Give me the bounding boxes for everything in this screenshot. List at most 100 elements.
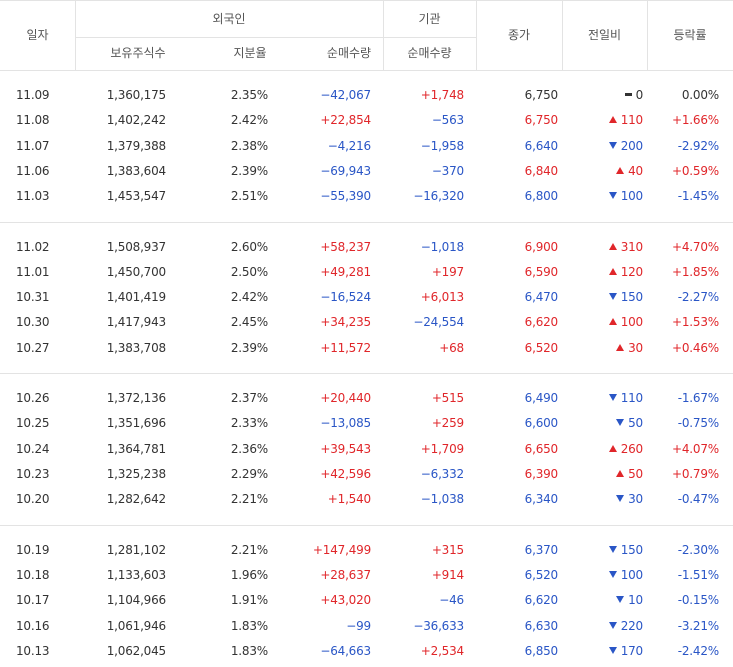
close-cell: 6,390 bbox=[525, 462, 559, 487]
foreign-net-cell: −16,524 bbox=[320, 285, 371, 310]
cell-text: −1,018 bbox=[420, 239, 464, 254]
cell-text: 30 bbox=[628, 492, 643, 507]
cell-text: +197 bbox=[431, 264, 464, 279]
holdings-cell: 1,351,696 bbox=[107, 411, 166, 436]
share-cell: 2.35% bbox=[231, 83, 268, 108]
cell-text: −69,943 bbox=[320, 163, 371, 178]
change-cell: 10 bbox=[616, 588, 643, 613]
cell-text: −36,633 bbox=[413, 618, 464, 633]
change-cell: 310 bbox=[608, 235, 643, 260]
direction-icon bbox=[608, 242, 617, 250]
rate-cell: -1.67% bbox=[678, 386, 719, 411]
cell-text: −563 bbox=[431, 113, 464, 128]
share-cell: 2.39% bbox=[231, 336, 268, 361]
cell-text: 1,379,388 bbox=[106, 138, 166, 153]
change-cell: 150 bbox=[608, 538, 643, 563]
close-cell: 6,840 bbox=[525, 159, 559, 184]
header: 순매수량 bbox=[326, 46, 372, 60]
cell-text: +1.66% bbox=[672, 113, 719, 128]
cell-text: −6,332 bbox=[420, 466, 464, 481]
close-cell: 6,750 bbox=[525, 83, 559, 108]
cell-text: −99 bbox=[346, 618, 371, 633]
inst-net-cell: +515 bbox=[432, 386, 464, 411]
direction-icon bbox=[608, 318, 617, 326]
date-cell: 11.07 bbox=[16, 134, 50, 159]
rule bbox=[75, 0, 76, 70]
rule bbox=[0, 70, 733, 71]
rate-cell: -2.92% bbox=[678, 134, 719, 159]
cell-text: 1.96% bbox=[230, 568, 268, 583]
cell-text: 10.18 bbox=[16, 568, 50, 583]
share-cell: 2.42% bbox=[231, 285, 268, 310]
cell-text: +49,281 bbox=[320, 264, 371, 279]
share-cell: 2.38% bbox=[231, 134, 268, 159]
cell-text: 6,620 bbox=[524, 593, 559, 608]
cell-text: -1.67% bbox=[677, 391, 719, 406]
cell-text: 1,401,419 bbox=[106, 290, 166, 305]
cell-text: 6,640 bbox=[524, 138, 559, 153]
cell-text: 40 bbox=[628, 163, 643, 178]
share-cell: 2.50% bbox=[231, 260, 268, 285]
cell-text: -3.21% bbox=[677, 618, 719, 633]
cell-text: 6,630 bbox=[524, 618, 559, 633]
holdings-cell: 1,062,045 bbox=[107, 639, 166, 664]
change-cell: 50 bbox=[616, 411, 643, 436]
cell-text: 6,600 bbox=[524, 416, 559, 431]
holdings-cell: 1,417,943 bbox=[107, 310, 166, 335]
cell-text: 11.03 bbox=[16, 189, 50, 203]
cell-text: +28,637 bbox=[320, 568, 371, 583]
inst-net-cell: −24,554 bbox=[413, 310, 464, 335]
date-cell: 10.26 bbox=[16, 386, 50, 411]
date-cell: 10.16 bbox=[16, 614, 50, 639]
cell-text: 11.08 bbox=[16, 113, 50, 128]
change-cell: 200 bbox=[608, 134, 643, 159]
holdings-cell: 1,325,238 bbox=[107, 462, 166, 487]
change-cell: 120 bbox=[608, 260, 643, 285]
cell-text: 1,450,700 bbox=[106, 264, 166, 279]
header: 등락률 bbox=[673, 28, 707, 42]
direction-icon bbox=[608, 192, 617, 199]
inst-net-cell: +315 bbox=[432, 538, 464, 563]
date-cell: 10.27 bbox=[16, 336, 50, 361]
cell-text: +515 bbox=[431, 391, 464, 406]
cell-text: 2.39% bbox=[230, 340, 268, 355]
cell-text: -0.15% bbox=[677, 593, 719, 608]
cell-text: 6,340 bbox=[524, 492, 559, 507]
header: 기관 bbox=[418, 12, 441, 26]
rate-cell: +1.85% bbox=[672, 260, 719, 285]
cell-text: 6,370 bbox=[524, 542, 559, 557]
date-cell: 10.25 bbox=[16, 411, 50, 436]
cell-text: 1,062,045 bbox=[106, 643, 166, 658]
cell-text: -0.75% bbox=[677, 416, 719, 431]
inst-net-cell: −1,038 bbox=[421, 487, 464, 512]
change-cell: 40 bbox=[616, 159, 643, 184]
cell-text: 50 bbox=[628, 416, 643, 431]
cell-text: 6,520 bbox=[524, 568, 559, 583]
direction-icon bbox=[608, 394, 617, 402]
foreign-net-cell: +34,235 bbox=[320, 310, 371, 335]
close-cell: 6,850 bbox=[525, 639, 559, 664]
cell-text: 10.30 bbox=[16, 315, 50, 330]
header: 지분율 bbox=[233, 46, 267, 60]
cell-text: −1,958 bbox=[420, 138, 464, 153]
close-cell: 6,800 bbox=[525, 184, 559, 209]
share-cell: 1.96% bbox=[231, 563, 268, 588]
cell-text: +1,709 bbox=[420, 441, 464, 456]
close-cell: 6,900 bbox=[525, 235, 559, 260]
date-cell: 10.31 bbox=[16, 285, 50, 310]
cell-text: +147,499 bbox=[312, 542, 371, 557]
cell-text: 1,453,547 bbox=[106, 189, 166, 203]
direction-icon bbox=[608, 545, 617, 553]
cell-text: 10.26 bbox=[16, 391, 50, 406]
cell-text: −24,554 bbox=[413, 315, 464, 330]
cell-text: 10.17 bbox=[16, 593, 50, 608]
cell-text: 220 bbox=[620, 618, 644, 633]
date-cell: 10.18 bbox=[16, 563, 50, 588]
cell-text: +6,013 bbox=[420, 290, 464, 305]
cell-text: 1,133,603 bbox=[106, 568, 166, 583]
share-cell: 2.21% bbox=[231, 487, 268, 512]
cell-text: +34,235 bbox=[320, 315, 371, 330]
close-cell: 6,520 bbox=[525, 336, 559, 361]
share-cell: 2.36% bbox=[231, 437, 268, 462]
close-cell: 6,630 bbox=[524, 614, 559, 639]
